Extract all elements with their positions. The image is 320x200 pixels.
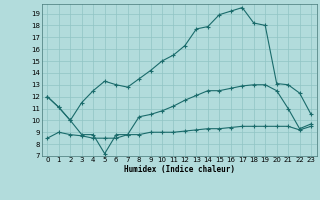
X-axis label: Humidex (Indice chaleur): Humidex (Indice chaleur) (124, 165, 235, 174)
